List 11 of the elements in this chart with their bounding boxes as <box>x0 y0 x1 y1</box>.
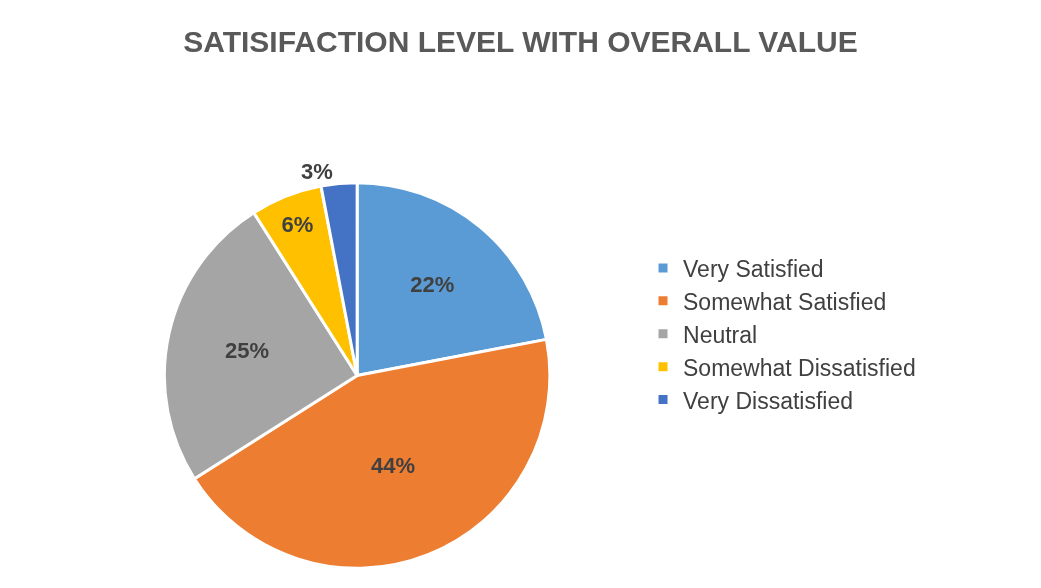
data-label: 3% <box>300 158 333 184</box>
legend-label: Very Dissatisfied <box>683 387 854 414</box>
data-label: 25% <box>224 338 269 364</box>
data-label: 6% <box>281 212 314 238</box>
legend-label: Very Satisfied <box>683 255 824 282</box>
data-label: 22% <box>410 272 455 298</box>
data-label: 44% <box>370 453 415 479</box>
legend-label: Neutral <box>683 321 758 348</box>
legend-label: Somewhat Satisfied <box>683 288 887 315</box>
legend-label: Somewhat Dissatisfied <box>683 354 916 381</box>
chart-title: SATISIFACTION LEVEL WITH OVERALL VALUE <box>183 24 858 58</box>
